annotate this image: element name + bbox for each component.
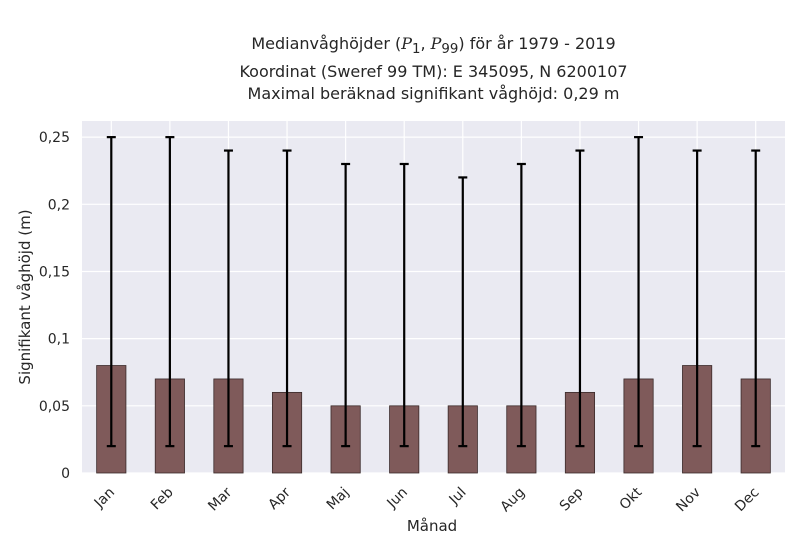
chart-title-line-3: Maximal beräknad signifikant våghöjd: 0,… bbox=[247, 84, 620, 104]
x-tick-label: Jun bbox=[384, 485, 411, 512]
y-tick-label: 0 bbox=[61, 466, 70, 482]
x-tick-label: Feb bbox=[148, 484, 177, 513]
y-tick-label: 0,05 bbox=[39, 399, 70, 415]
x-tick-label: Jul bbox=[446, 485, 470, 509]
y-axis-ticks: 0 0,05 0,1 0,15 0,2 0,25 bbox=[39, 130, 70, 482]
x-tick-label: Dec bbox=[732, 485, 762, 515]
x-tick-label: Nov bbox=[673, 485, 704, 516]
y-tick-label: 0,25 bbox=[39, 130, 70, 146]
x-axis-label: Månad bbox=[407, 517, 457, 535]
x-tick-label: Apr bbox=[265, 484, 294, 513]
y-tick-label: 0,1 bbox=[48, 332, 70, 348]
x-tick-label: Sep bbox=[557, 484, 587, 514]
chart-title: Medianvåghöjder (P1, P99) för år 1979 - … bbox=[82, 33, 785, 105]
x-tick-label: Mar bbox=[205, 484, 235, 514]
chart-title-line-2: Koordinat (Sweref 99 TM): E 345095, N 62… bbox=[239, 62, 628, 82]
x-tick-label: Aug bbox=[498, 485, 529, 516]
y-tick-label: 0,15 bbox=[39, 264, 70, 280]
error-bars bbox=[106, 136, 761, 448]
y-tick-label: 0,2 bbox=[48, 197, 70, 213]
x-tick-label: Okt bbox=[617, 484, 646, 513]
y-axis-label: Signifikant våghöjd (m) bbox=[16, 209, 34, 384]
x-tick-label: Jan bbox=[91, 485, 118, 512]
chart-title-line-1: Medianvåghöjder (P1, P99) för år 1979 - … bbox=[251, 34, 616, 58]
plot-area bbox=[82, 121, 785, 473]
x-tick-label: Maj bbox=[324, 485, 353, 514]
x-axis-ticks: Jan Feb Mar Apr Maj Jun Jul Aug Sep Okt Nov Dec bbox=[91, 484, 763, 515]
